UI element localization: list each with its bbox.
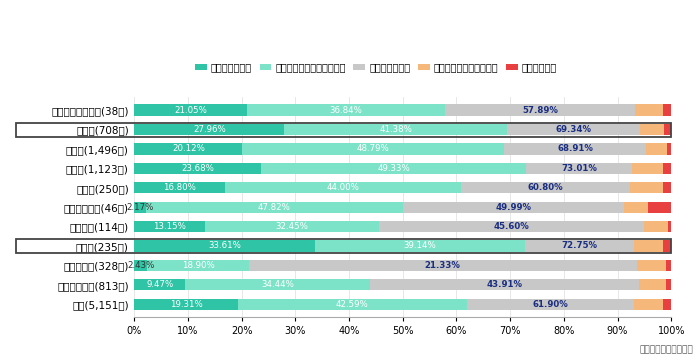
Bar bbox=[507, 124, 640, 135]
Bar bbox=[666, 279, 671, 290]
Bar bbox=[632, 163, 664, 174]
Bar bbox=[664, 163, 671, 174]
Text: 27.96%: 27.96% bbox=[193, 125, 226, 134]
Bar bbox=[134, 143, 242, 155]
Text: 69.34%: 69.34% bbox=[555, 125, 592, 134]
Bar bbox=[666, 260, 671, 271]
Bar bbox=[134, 202, 146, 213]
Text: 43.91%: 43.91% bbox=[486, 280, 523, 289]
Bar bbox=[467, 299, 634, 310]
Text: 23.68%: 23.68% bbox=[181, 164, 214, 173]
Bar bbox=[134, 105, 247, 116]
Bar bbox=[225, 182, 461, 193]
Text: 16.80%: 16.80% bbox=[163, 183, 196, 192]
Bar bbox=[668, 221, 671, 232]
Bar bbox=[238, 299, 467, 310]
Legend: 大いにマイナス, どちらかというとマイナス, あまり影響なし, どちらかというとプラス, 大いにプラス: 大いにマイナス, どちらかというとマイナス, あまり影響なし, どちらかというと… bbox=[191, 58, 561, 76]
Bar bbox=[525, 240, 634, 252]
Bar bbox=[247, 105, 445, 116]
Bar bbox=[635, 105, 663, 116]
Bar bbox=[315, 240, 525, 252]
Bar bbox=[186, 279, 370, 290]
Text: 42.59%: 42.59% bbox=[336, 300, 369, 309]
Bar bbox=[249, 260, 637, 271]
Text: 20.12%: 20.12% bbox=[172, 144, 205, 154]
Bar bbox=[134, 279, 186, 290]
Text: 21.33%: 21.33% bbox=[425, 261, 461, 270]
Bar bbox=[134, 260, 148, 271]
Text: 57.89%: 57.89% bbox=[522, 106, 558, 115]
Bar bbox=[134, 240, 315, 252]
Bar bbox=[148, 260, 249, 271]
Text: 36.84%: 36.84% bbox=[330, 106, 363, 115]
Bar bbox=[445, 105, 635, 116]
Bar bbox=[379, 221, 645, 232]
Text: 73.01%: 73.01% bbox=[561, 164, 597, 173]
Bar bbox=[648, 202, 671, 213]
Text: 2.43%: 2.43% bbox=[127, 261, 155, 270]
Bar bbox=[402, 202, 624, 213]
Text: 49.99%: 49.99% bbox=[496, 203, 531, 212]
Bar bbox=[645, 221, 668, 232]
Text: 13.15%: 13.15% bbox=[153, 222, 186, 231]
Bar bbox=[637, 260, 666, 271]
Bar bbox=[526, 163, 632, 174]
Text: 45.60%: 45.60% bbox=[494, 222, 530, 231]
Bar bbox=[663, 105, 671, 116]
Text: 34.44%: 34.44% bbox=[261, 280, 294, 289]
Text: 68.91%: 68.91% bbox=[557, 144, 593, 154]
Bar bbox=[134, 163, 262, 174]
Bar bbox=[646, 143, 667, 155]
Text: 東京商工リサーチ調べ: 東京商工リサーチ調べ bbox=[639, 345, 693, 354]
Bar bbox=[461, 182, 631, 193]
Text: 61.90%: 61.90% bbox=[532, 300, 568, 309]
Bar bbox=[504, 143, 646, 155]
Bar bbox=[624, 202, 648, 213]
Text: 18.90%: 18.90% bbox=[182, 261, 214, 270]
Bar bbox=[631, 182, 663, 193]
Text: 39.14%: 39.14% bbox=[403, 241, 436, 251]
Text: 33.61%: 33.61% bbox=[208, 241, 241, 251]
Text: 47.82%: 47.82% bbox=[258, 203, 290, 212]
Text: 48.79%: 48.79% bbox=[357, 144, 390, 154]
Text: 19.31%: 19.31% bbox=[170, 300, 202, 309]
Text: 32.45%: 32.45% bbox=[276, 222, 309, 231]
Text: 21.05%: 21.05% bbox=[174, 106, 207, 115]
Bar bbox=[664, 124, 671, 135]
Bar bbox=[634, 240, 663, 252]
Bar bbox=[667, 143, 671, 155]
Text: 9.47%: 9.47% bbox=[146, 280, 174, 289]
Text: 44.00%: 44.00% bbox=[326, 183, 359, 192]
Bar bbox=[134, 182, 225, 193]
Text: 72.75%: 72.75% bbox=[561, 241, 597, 251]
Bar bbox=[205, 221, 379, 232]
Bar bbox=[663, 182, 671, 193]
Bar bbox=[134, 221, 205, 232]
Bar bbox=[146, 202, 402, 213]
Bar bbox=[640, 124, 664, 135]
Bar bbox=[370, 279, 639, 290]
Bar bbox=[634, 299, 663, 310]
Text: 2.17%: 2.17% bbox=[127, 203, 154, 212]
Bar bbox=[134, 299, 238, 310]
Bar bbox=[663, 240, 671, 252]
Bar bbox=[242, 143, 504, 155]
Bar bbox=[663, 299, 671, 310]
Text: 49.33%: 49.33% bbox=[377, 164, 410, 173]
Bar bbox=[284, 124, 507, 135]
Text: 41.38%: 41.38% bbox=[379, 125, 412, 134]
Bar bbox=[134, 124, 284, 135]
Bar bbox=[639, 279, 666, 290]
Bar bbox=[262, 163, 526, 174]
Text: 60.80%: 60.80% bbox=[528, 183, 564, 192]
